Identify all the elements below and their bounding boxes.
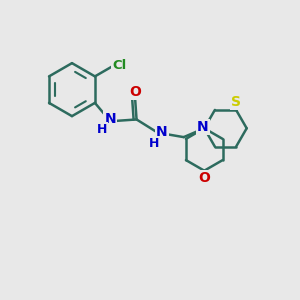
Text: H: H (148, 136, 159, 149)
Text: Cl: Cl (112, 59, 127, 72)
Text: N: N (104, 112, 116, 126)
Text: N: N (156, 125, 167, 139)
Text: N: N (197, 120, 208, 134)
Text: O: O (129, 85, 141, 99)
Text: S: S (231, 95, 241, 109)
Text: H: H (97, 123, 107, 136)
Text: O: O (198, 171, 210, 185)
